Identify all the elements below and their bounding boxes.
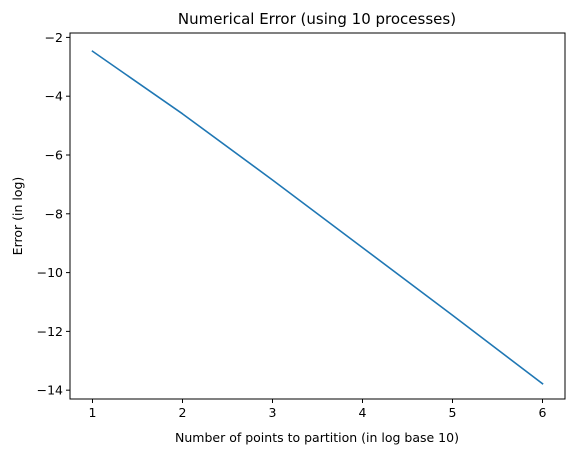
chart-title: Numerical Error (using 10 processes) (178, 10, 456, 28)
y-axis-label: Error (in log) (10, 177, 25, 256)
y-tick-label: −12 (37, 324, 63, 339)
y-tick-label: −8 (45, 206, 63, 221)
y-tick-label: −4 (45, 89, 63, 104)
x-tick-label: 3 (269, 405, 277, 420)
x-tick-label: 5 (449, 405, 457, 420)
plot-frame (69, 32, 566, 400)
x-axis-label: Number of points to partition (in log ba… (175, 430, 459, 445)
y-tick-label: −10 (37, 265, 63, 280)
y-tick-label: −2 (45, 30, 63, 45)
y-tick-label: −14 (37, 383, 63, 398)
x-tick-label: 4 (359, 405, 367, 420)
x-tick-label: 1 (89, 405, 97, 420)
x-tick-label: 2 (179, 405, 187, 420)
y-tick-label: −6 (45, 148, 63, 163)
y-axis-ticks: −14 −12 −10 −8 −6 −4 −2 (37, 30, 70, 398)
series-line (91, 50, 544, 385)
plot-area (91, 50, 544, 385)
x-axis-ticks: 1 2 3 4 5 6 (89, 399, 547, 420)
x-tick-label: 6 (539, 405, 547, 420)
